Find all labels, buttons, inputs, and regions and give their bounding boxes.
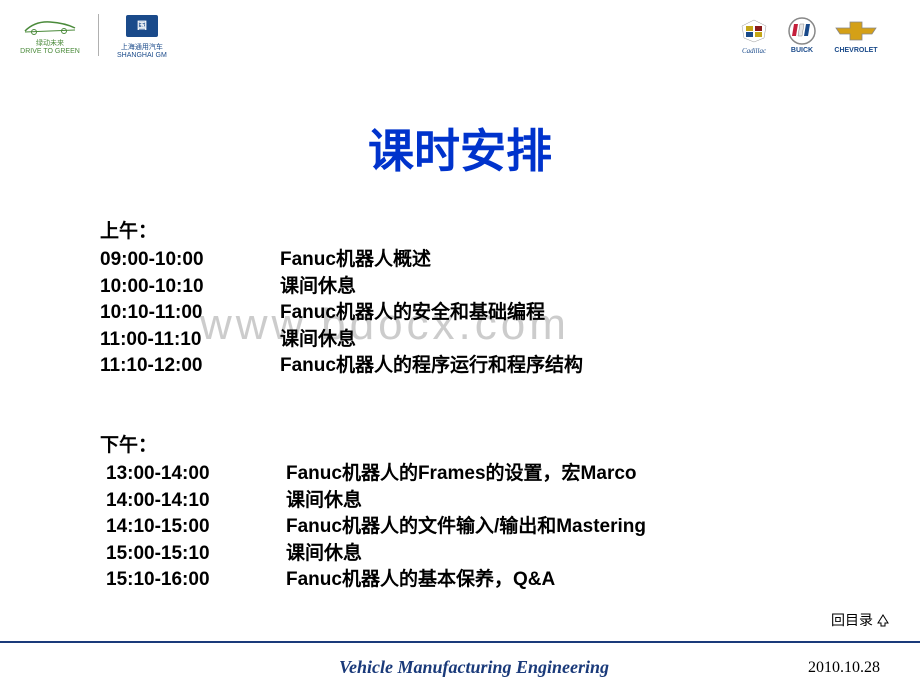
desc-cell: 课间休息 [286,488,920,515]
logos-right: Cadillac BUICK CHEVROLET [736,16,880,55]
time-cell: 15:00-15:10 [106,541,286,568]
page-title: 课时安排 [0,115,920,181]
back-to-index-link[interactable]: 回目录 [831,610,890,630]
cadillac-icon [736,16,772,46]
vertical-divider [98,14,99,56]
schedule-row: 11:10-12:00Fanuc机器人的程序运行和程序结构 [100,353,920,380]
schedule-row: 14:10-15:00Fanuc机器人的文件输入/输出和Mastering [106,514,920,541]
schedule-row: 10:00-10:10课间休息 [100,274,920,301]
footer-date: 2010.10.28 [808,659,880,677]
time-cell: 15:10-16:00 [106,567,286,594]
schedule-row: 15:00-15:10课间休息 [106,541,920,568]
svg-text:国: 国 [137,20,147,32]
logo-chevrolet: CHEVROLET [832,16,880,54]
schedule-row: 10:10-11:00Fanuc机器人的安全和基础编程 [100,300,920,327]
header: 绿动未来 DRIVE TO GREEN 国 上海通用汽车 SHANGHAI GM [0,0,920,60]
car-icon [20,16,80,36]
time-cell: 10:10-11:00 [100,300,280,327]
desc-cell: 课间休息 [280,327,920,354]
schedule-content: 上午： 09:00-10:00Fanuc机器人概述 10:00-10:10课间休… [0,216,920,594]
buick-text: BUICK [791,47,813,54]
desc-cell: Fanuc机器人的安全和基础编程 [280,300,920,327]
afternoon-label: 下午： [100,430,920,457]
logo-sgm-text: 上海通用汽车 SHANGHAI GM [117,42,167,59]
time-cell: 09:00-10:00 [100,247,280,274]
buick-icon [784,16,820,46]
logos-left: 绿动未来 DRIVE TO GREEN 国 上海通用汽车 SHANGHAI GM [20,11,167,59]
schedule-row: 13:00-14:00Fanuc机器人的Frames的设置，宏Marco [106,461,920,488]
logo-cadillac: Cadillac [736,16,772,55]
time-cell: 14:10-15:00 [106,514,286,541]
desc-cell: 课间休息 [286,541,920,568]
schedule-row: 15:10-16:00Fanuc机器人的基本保养，Q&A [106,567,920,594]
arrow-up-icon [876,613,890,627]
schedule-row: 09:00-10:00Fanuc机器人概述 [100,247,920,274]
footer: Vehicle Manufacturing Engineering 2010.1… [0,641,920,690]
chevrolet-text: CHEVROLET [834,47,877,54]
logo-green-text: 绿动未来 DRIVE TO GREEN [20,38,80,55]
desc-cell: Fanuc机器人的文件输入/输出和Mastering [286,514,920,541]
logo-drive-to-green: 绿动未来 DRIVE TO GREEN [20,16,80,55]
time-cell: 14:00-14:10 [106,488,286,515]
desc-cell: Fanuc机器人概述 [280,247,920,274]
logo-shanghai-gm: 国 上海通用汽车 SHANGHAI GM [117,11,167,59]
time-cell: 10:00-10:10 [100,274,280,301]
logo-buick: BUICK [784,16,820,54]
schedule-row: 11:00-11:10课间休息 [100,327,920,354]
cadillac-text: Cadillac [742,47,766,55]
schedule-row: 14:00-14:10课间休息 [106,488,920,515]
desc-cell: Fanuc机器人的程序运行和程序结构 [280,353,920,380]
time-cell: 13:00-14:00 [106,461,286,488]
sgm-badge-icon: 国 [122,11,162,41]
chevrolet-icon [832,16,880,46]
time-cell: 11:00-11:10 [100,327,280,354]
time-cell: 11:10-12:00 [100,353,280,380]
desc-cell: Fanuc机器人的基本保养，Q&A [286,567,920,594]
desc-cell: 课间休息 [280,274,920,301]
footer-title: Vehicle Manufacturing Engineering [140,657,808,678]
back-link-text: 回目录 [831,610,873,630]
morning-label: 上午： [100,216,920,243]
desc-cell: Fanuc机器人的Frames的设置，宏Marco [286,461,920,488]
